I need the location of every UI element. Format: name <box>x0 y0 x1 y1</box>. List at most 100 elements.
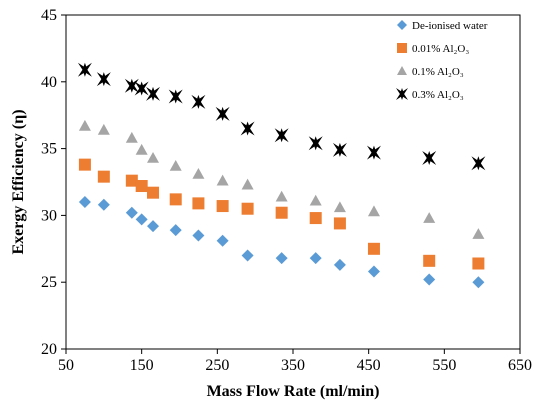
y-tick-label: 25 <box>41 274 57 291</box>
star-core <box>399 88 405 100</box>
data-point <box>169 159 182 171</box>
data-point <box>367 265 380 278</box>
star-core <box>129 78 135 93</box>
star-core <box>279 128 285 143</box>
data-point <box>134 81 149 96</box>
data-point <box>216 234 229 247</box>
data-point <box>423 273 436 286</box>
x-tick-label: 50 <box>58 357 74 374</box>
data-point <box>135 180 148 193</box>
data-point <box>332 142 347 157</box>
data-point <box>97 170 110 183</box>
data-point <box>423 212 436 223</box>
data-point <box>78 158 91 171</box>
y-tick-label: 40 <box>41 74 57 91</box>
legend-label: 0.3% Al₂O₃ <box>412 89 464 101</box>
data-point <box>77 62 92 77</box>
star-core <box>313 136 319 151</box>
data-point <box>366 145 381 160</box>
star-core <box>82 62 88 77</box>
data-point <box>472 276 485 289</box>
star-core <box>139 81 145 96</box>
data-point <box>147 220 160 233</box>
data-point <box>309 194 322 206</box>
legend-marker <box>397 43 407 53</box>
x-tick-label: 550 <box>432 357 456 374</box>
data-point <box>97 123 110 135</box>
data-point <box>367 242 380 255</box>
star-core <box>245 121 251 136</box>
data-point <box>125 174 138 187</box>
data-point <box>275 252 288 265</box>
x-tick-label: 450 <box>357 357 381 374</box>
legend-marker <box>396 88 408 100</box>
data-point <box>423 254 436 267</box>
x-tick-label: 650 <box>508 357 532 374</box>
series-star <box>77 62 486 171</box>
data-point <box>191 94 206 109</box>
series-triangle <box>78 119 485 239</box>
data-point <box>96 72 111 87</box>
data-point <box>275 206 288 219</box>
legend-label: 0.1% Al₂O₃ <box>412 66 464 78</box>
data-point <box>309 212 322 225</box>
x-tick-label: 350 <box>281 357 305 374</box>
data-point <box>308 136 323 151</box>
x-tick-label: 250 <box>205 357 229 374</box>
data-point <box>125 131 138 143</box>
data-point <box>422 150 437 165</box>
star-core <box>371 145 377 160</box>
data-point <box>241 202 254 215</box>
data-point <box>169 193 182 206</box>
data-points <box>77 62 486 289</box>
legend-marker <box>397 20 407 30</box>
data-point <box>97 198 110 211</box>
data-point <box>192 197 205 210</box>
y-tick-label: 35 <box>41 141 57 158</box>
star-core <box>337 142 343 157</box>
data-point <box>333 201 346 213</box>
data-point <box>146 86 161 101</box>
data-point <box>135 143 148 155</box>
star-core <box>426 150 432 165</box>
data-point <box>241 178 254 190</box>
data-point <box>147 186 160 199</box>
data-point <box>471 156 486 171</box>
y-tick-label: 30 <box>41 207 57 224</box>
series-diamond <box>78 196 485 289</box>
data-point <box>169 224 182 237</box>
x-tick-label: 150 <box>130 357 154 374</box>
data-point <box>192 229 205 242</box>
data-point <box>333 258 346 271</box>
legend-label: De-ionised water <box>412 20 488 32</box>
data-point <box>124 78 139 93</box>
series-square <box>78 158 485 270</box>
star-core <box>150 86 156 101</box>
x-axis-title: Mass Flow Rate (ml/min) <box>207 383 380 400</box>
data-point <box>147 151 160 163</box>
data-point <box>275 190 288 202</box>
star-core <box>475 156 481 171</box>
star-core <box>101 72 107 87</box>
legend-marker <box>397 66 407 75</box>
star-core <box>173 89 179 104</box>
legend: De-ionised water 0.01% Al₂O₃ 0.1% Al₂O₃ 0.3… <box>396 20 488 101</box>
data-point <box>472 257 485 270</box>
data-point <box>472 228 485 239</box>
x-axis-ticks: 50 150 250 350 450 550 650 <box>58 349 532 374</box>
y-tick-label: 20 <box>41 341 57 358</box>
data-point <box>216 200 229 213</box>
data-point <box>333 217 346 230</box>
data-point <box>125 206 138 219</box>
data-point <box>78 196 91 209</box>
data-point <box>78 119 91 131</box>
data-point <box>135 213 148 226</box>
y-axis-title: Exergy Efficiency (η) <box>10 109 27 254</box>
data-point <box>274 128 289 143</box>
data-point <box>168 89 183 104</box>
y-axis-ticks: 20 25 30 35 40 45 <box>41 7 66 358</box>
data-point <box>192 167 205 179</box>
data-point <box>309 252 322 265</box>
data-point <box>367 205 380 217</box>
